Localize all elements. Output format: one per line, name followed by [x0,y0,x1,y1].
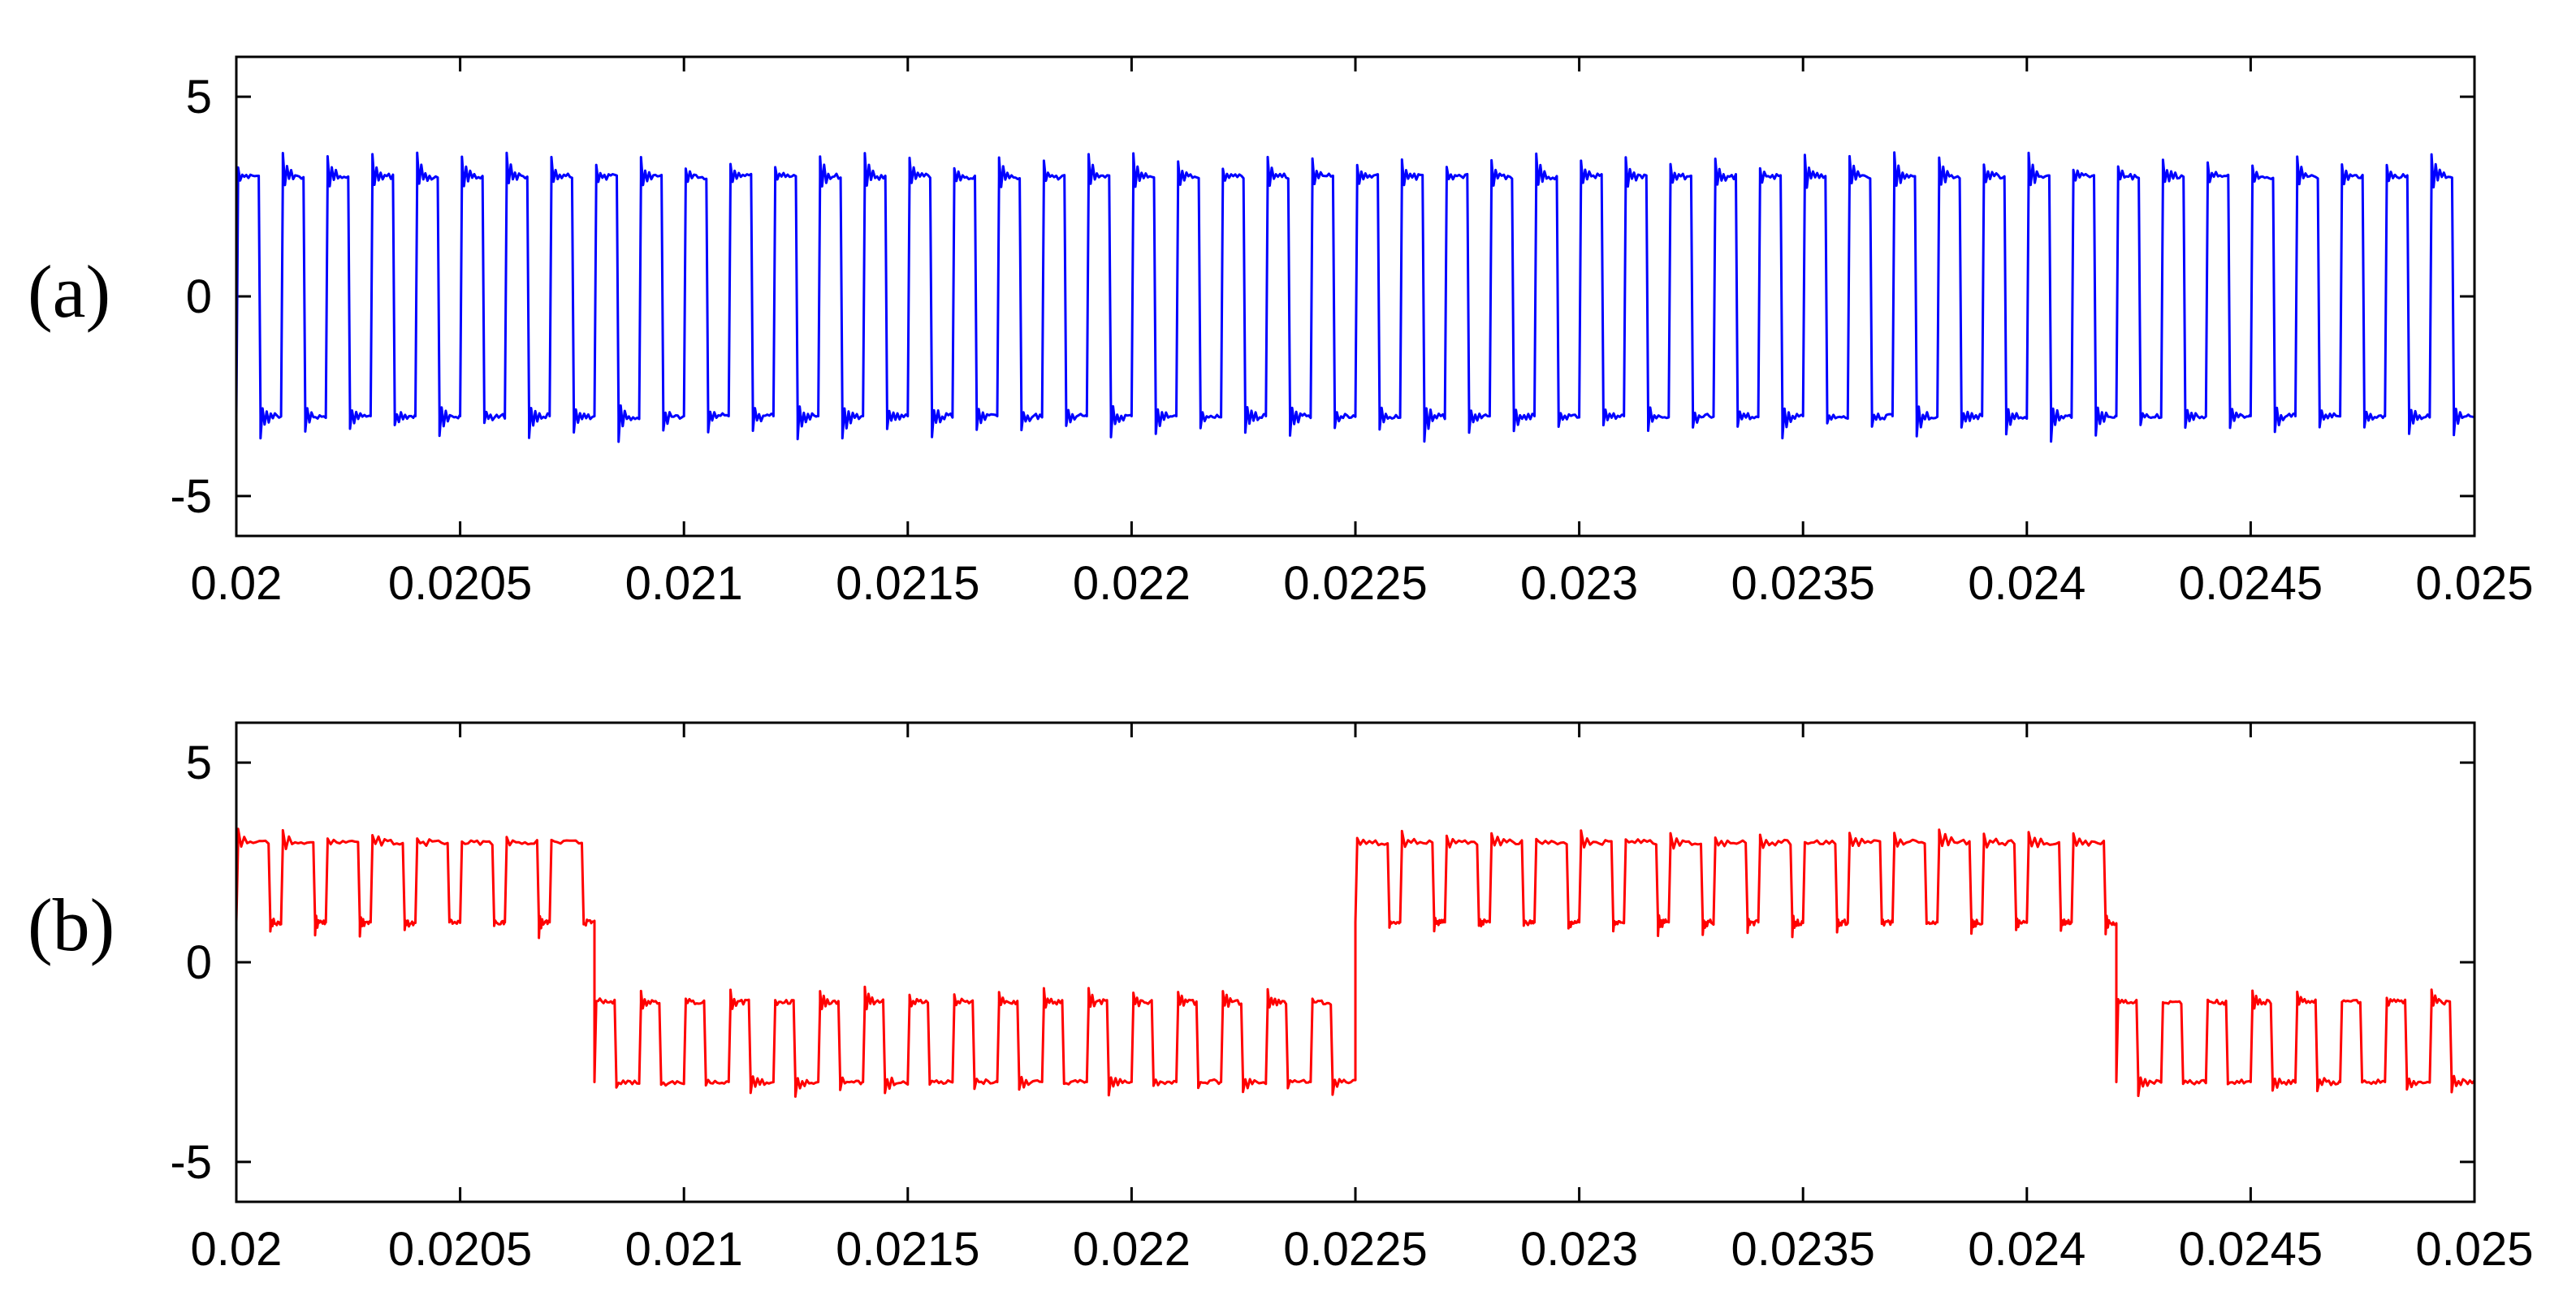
x-tick-label-a: 0.024 [1968,557,2085,610]
x-tick-label-b: 0.0245 [2179,1223,2323,1276]
x-tick-labels-b: 0.02 0.0205 0.021 0.0215 0.022 0.0225 0.023 0.0… [191,1223,2534,1276]
y-tick-label-a: 5 [186,71,212,123]
x-tick-labels-a: 0.02 0.0205 0.021 0.0215 0.022 0.0225 0.023 0.0… [191,557,2534,610]
x-tick-label-a: 0.023 [1520,557,1638,610]
y-tick-labels-b: -5 0 5 [170,737,212,1189]
y-tick-label-a: -5 [170,470,212,523]
x-tick-label-b: 0.022 [1073,1223,1191,1276]
x-tick-label-a: 0.0235 [1731,557,1874,610]
axes-box-a [235,55,2476,538]
x-tick-label-a: 0.0225 [1283,557,1427,610]
x-tick-label-a: 0.0215 [836,557,979,610]
x-tick-label-b: 0.025 [2415,1223,2533,1276]
x-tick-label-a: 0.022 [1073,557,1191,610]
y-tick-labels-a: -5 0 5 [170,71,212,523]
x-tick-label-b: 0.0205 [388,1223,532,1276]
x-tick-label-b: 0.02 [191,1223,283,1276]
panel-a: (a) 0.02 0.0205 0.021 0.0215 0.022 0.0225 0.02… [28,55,2534,610]
y-tick-label-b: -5 [170,1136,212,1189]
x-tick-label-b: 0.0225 [1283,1223,1427,1276]
signal-trace-b [235,827,2476,1098]
panel-label-b: (b) [28,883,115,966]
signal-trace-a [235,151,2475,443]
x-tick-label-b: 0.0215 [836,1223,979,1276]
y-tick-label-a: 0 [186,270,212,323]
axes-box-b [235,721,2476,1203]
y-tick-label-b: 0 [186,936,212,989]
x-tick-label-a: 0.02 [191,557,283,610]
x-tick-label-a: 0.025 [2415,557,2533,610]
y-tick-label-b: 5 [186,737,212,789]
x-tick-label-a: 0.021 [625,557,743,610]
x-tick-label-a: 0.0245 [2179,557,2323,610]
x-tick-label-b: 0.021 [625,1223,743,1276]
x-tick-label-a: 0.0205 [388,557,532,610]
x-tick-label-b: 0.023 [1520,1223,1638,1276]
panel-b: (b) 0.02 0.0205 0.021 0.0215 0.022 0.0225 0.02… [28,721,2534,1276]
x-tick-label-b: 0.0235 [1731,1223,1874,1276]
x-tick-label-b: 0.024 [1968,1223,2085,1276]
panel-label-a: (a) [28,250,110,333]
